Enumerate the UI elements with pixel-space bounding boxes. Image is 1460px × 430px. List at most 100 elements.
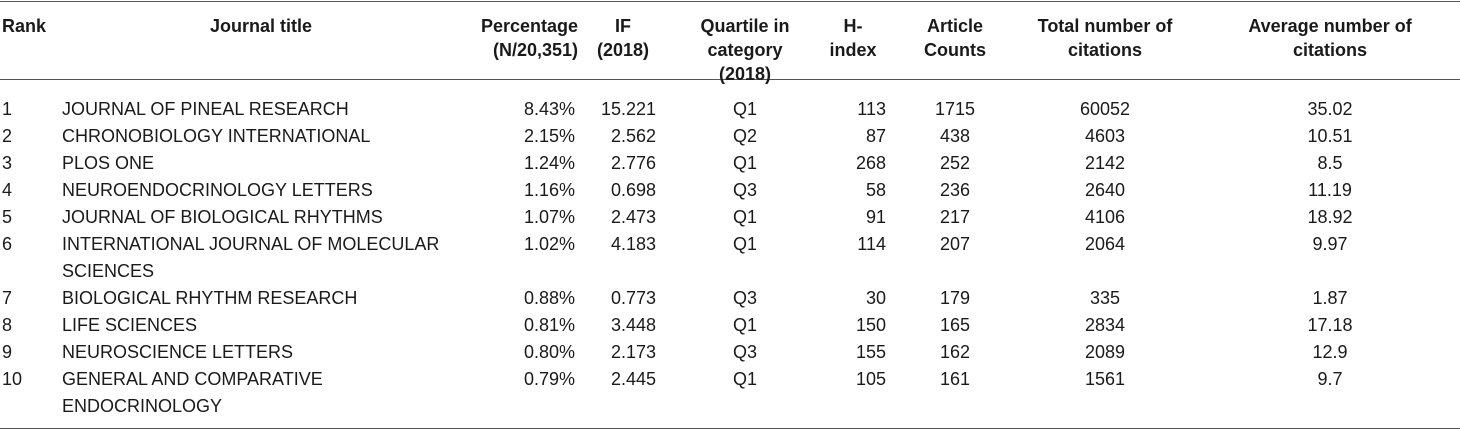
cell-quartile: Q3	[732, 180, 757, 200]
cell-journal-title: PLOS ONE	[62, 153, 155, 173]
cell-rank: 5	[2, 207, 13, 227]
cell-impact-factor: 2.776	[610, 153, 656, 173]
table-row: 7 BIOLOGICAL RHYTHM RESEARCH 0.88% 0.773 Q3 3…	[0, 285, 1460, 312]
table-row: 3 PLOS ONE 1.24% 2.776 Q1 268 252 2142 8.5	[0, 150, 1460, 177]
cell-total-citations: 2142	[1084, 153, 1126, 173]
header-impact-factor: IF (2018)	[596, 16, 650, 60]
cell-impact-factor: 3.448	[610, 315, 656, 335]
table-bottom-rule	[0, 428, 1460, 429]
cell-h-index: 114	[857, 234, 886, 254]
cell-percentage: 0.79%	[523, 369, 575, 389]
cell-average-citations: 35.02	[1307, 99, 1353, 119]
cell-average-citations: 11.19	[1308, 180, 1352, 200]
cell-average-citations: 12.9	[1312, 342, 1348, 362]
table-row: 10 GENERAL AND COMPARATIVE ENDOCRINOLOGY 0…	[0, 366, 1460, 420]
cell-h-index: 268	[855, 153, 886, 173]
table-row: 9 NEUROSCIENCE LETTERS 0.80% 2.173 Q3 155 162 2…	[0, 339, 1460, 366]
cell-quartile: Q1	[732, 207, 757, 227]
cell-impact-factor: 2.173	[610, 342, 656, 362]
cell-h-index: 105	[855, 369, 886, 389]
cell-impact-factor: 4.183	[610, 234, 656, 254]
cell-total-citations: 2064	[1084, 234, 1126, 254]
cell-percentage: 1.16%	[523, 180, 575, 200]
cell-article-counts: 179	[939, 288, 971, 308]
cell-impact-factor: 2.473	[610, 207, 656, 227]
cell-percentage: 0.81%	[523, 315, 575, 335]
cell-quartile: Q2	[732, 126, 757, 146]
cell-average-citations: 9.7	[1317, 369, 1343, 389]
cell-rank: 6	[2, 234, 13, 254]
cell-article-counts: 252	[939, 153, 971, 173]
cell-rank: 8	[2, 315, 13, 335]
cell-average-citations: 18.92	[1307, 207, 1353, 227]
cell-impact-factor: 15.221	[600, 99, 656, 119]
cell-rank: 1	[2, 99, 13, 119]
cell-rank: 3	[2, 153, 13, 173]
cell-total-citations: 1561	[1084, 369, 1126, 389]
header-h-index: H-index	[829, 16, 877, 60]
table-row: 4 NEUROENDOCRINOLOGY LETTERS 1.16% 0.698 Q3 5…	[0, 177, 1460, 204]
cell-quartile: Q3	[732, 342, 757, 362]
table-body: 1 JOURNAL OF PINEAL RESEARCH 8.43% 15.221 Q1…	[0, 86, 1460, 420]
cell-average-citations: 8.5	[1317, 153, 1343, 173]
cell-article-counts: 207	[939, 234, 971, 254]
cell-article-counts: 438	[939, 126, 971, 146]
cell-article-counts: 236	[939, 180, 971, 200]
cell-total-citations: 4106	[1084, 207, 1126, 227]
cell-journal-title: CHRONOBIOLOGY INTERNATIONAL	[62, 126, 371, 146]
cell-impact-factor: 2.562	[610, 126, 656, 146]
header-quartile: Quartile in category (2018)	[700, 16, 790, 84]
cell-journal-title: LIFE SCIENCES	[62, 315, 198, 335]
cell-rank: 9	[2, 342, 13, 362]
cell-total-citations: 60052	[1079, 99, 1131, 119]
journal-table: Rank Journal title Percentage (N/20,351) …	[0, 6, 1460, 420]
cell-average-citations: 10.51	[1307, 126, 1353, 146]
table-row: 5 JOURNAL OF BIOLOGICAL RHYTHMS 1.07% 2.473…	[0, 204, 1460, 231]
cell-rank: 4	[2, 180, 13, 200]
cell-quartile: Q1	[732, 153, 757, 173]
cell-rank: 2	[2, 126, 13, 146]
cell-h-index: 87	[865, 126, 886, 146]
cell-percentage: 0.88%	[523, 288, 575, 308]
cell-total-citations: 335	[1089, 288, 1121, 308]
table-row: 8 LIFE SCIENCES 0.81% 3.448 Q1 150 165 2834 17.1…	[0, 312, 1460, 339]
cell-percentage: 2.15%	[523, 126, 575, 146]
table-top-rule	[0, 1, 1460, 2]
cell-journal-title: JOURNAL OF PINEAL RESEARCH	[62, 99, 349, 119]
cell-average-citations: 1.87	[1312, 288, 1348, 308]
cell-average-citations: 17.18	[1307, 315, 1353, 335]
header-rank: Rank	[2, 16, 47, 36]
cell-h-index: 150	[855, 315, 886, 335]
cell-impact-factor: 0.698	[610, 180, 656, 200]
cell-percentage: 1.24%	[523, 153, 575, 173]
cell-rank: 10	[2, 369, 23, 389]
cell-average-citations: 9.97	[1312, 234, 1348, 254]
cell-journal-title: INTERNATIONAL JOURNAL OF MOLECULAR SCIEN…	[62, 234, 440, 281]
cell-article-counts: 217	[939, 207, 971, 227]
cell-percentage: 0.80%	[523, 342, 575, 362]
header-total-citations: Total number of citations	[1037, 16, 1173, 60]
cell-journal-title: NEUROSCIENCE LETTERS	[62, 342, 294, 362]
cell-journal-title: BIOLOGICAL RHYTHM RESEARCH	[62, 288, 358, 308]
header-journal-title: Journal title	[209, 16, 312, 36]
cell-quartile: Q1	[732, 234, 757, 254]
cell-article-counts: 165	[939, 315, 971, 335]
header-average-citations: Average number of citations	[1248, 16, 1412, 60]
cell-rank: 7	[2, 288, 13, 308]
table-header: Rank Journal title Percentage (N/20,351) …	[0, 6, 1460, 86]
cell-journal-title: JOURNAL OF BIOLOGICAL RHYTHMS	[62, 207, 383, 227]
cell-h-index: 113	[857, 99, 886, 119]
cell-percentage: 1.02%	[523, 234, 575, 254]
cell-quartile: Q3	[732, 288, 757, 308]
cell-article-counts: 161	[939, 369, 971, 389]
cell-impact-factor: 2.445	[610, 369, 656, 389]
cell-percentage: 1.07%	[523, 207, 575, 227]
header-percentage: Percentage (N/20,351)	[480, 16, 578, 60]
table-row: 1 JOURNAL OF PINEAL RESEARCH 8.43% 15.221 Q1…	[0, 86, 1460, 123]
header-article-counts: Article Counts	[924, 16, 986, 60]
header-row: Rank Journal title Percentage (N/20,351) …	[0, 6, 1460, 86]
cell-quartile: Q1	[732, 369, 757, 389]
cell-total-citations: 4603	[1084, 126, 1126, 146]
cell-total-citations: 2089	[1084, 342, 1126, 362]
